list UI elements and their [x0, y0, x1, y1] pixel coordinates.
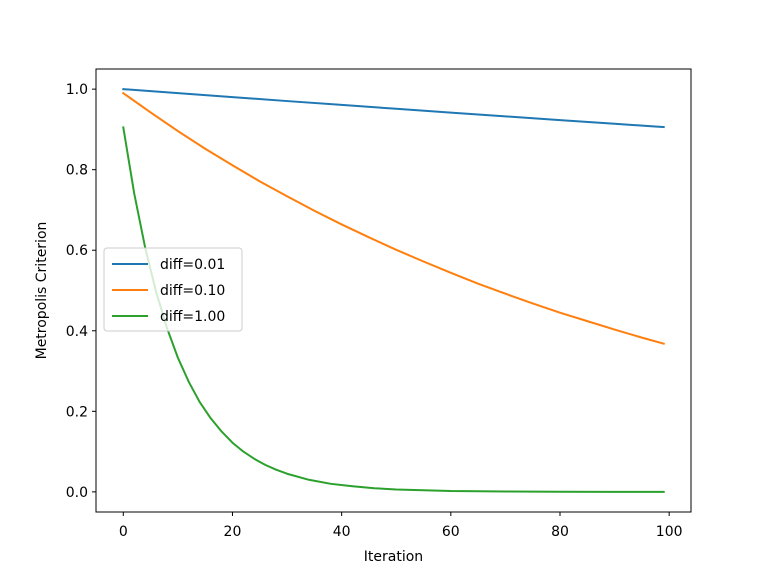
x-tick-label: 0	[119, 524, 128, 540]
x-axis-ticks: 0 20 40 60 80 100	[119, 512, 683, 540]
series-lines	[121, 88, 665, 493]
x-tick-label: 60	[442, 524, 460, 540]
x-axis-label: Iteration	[364, 549, 423, 565]
plot-frame	[95, 68, 692, 513]
x-tick-label: 40	[333, 524, 351, 540]
y-tick-label: 0.0	[66, 485, 88, 501]
y-tick-label: 0.8	[66, 163, 88, 179]
y-tick-label: 0.2	[66, 404, 88, 420]
x-tick-label: 20	[224, 524, 242, 540]
y-tick-label: 0.4	[66, 324, 88, 340]
y-axis-label: Metropolis Criterion	[34, 222, 50, 360]
legend-label-3: diff=1.00	[160, 309, 225, 325]
y-axis-ticks: 0.0 0.2 0.4 0.6 0.8 1.0	[66, 82, 96, 501]
legend-box	[103, 247, 243, 332]
legend-label-2: diff=0.10	[160, 283, 225, 299]
y-tick-label: 1.0	[66, 82, 88, 98]
x-tick-label: 80	[551, 524, 569, 540]
x-tick-label: 100	[656, 524, 683, 540]
series-line-3	[122, 126, 665, 493]
legend-label-1: diff=0.01	[160, 257, 225, 273]
series-line-2	[121, 91, 665, 345]
legend: diff=0.01 diff=0.10 diff=1.00	[103, 247, 243, 332]
y-tick-label: 0.6	[66, 243, 88, 259]
series-line-1	[122, 88, 665, 129]
